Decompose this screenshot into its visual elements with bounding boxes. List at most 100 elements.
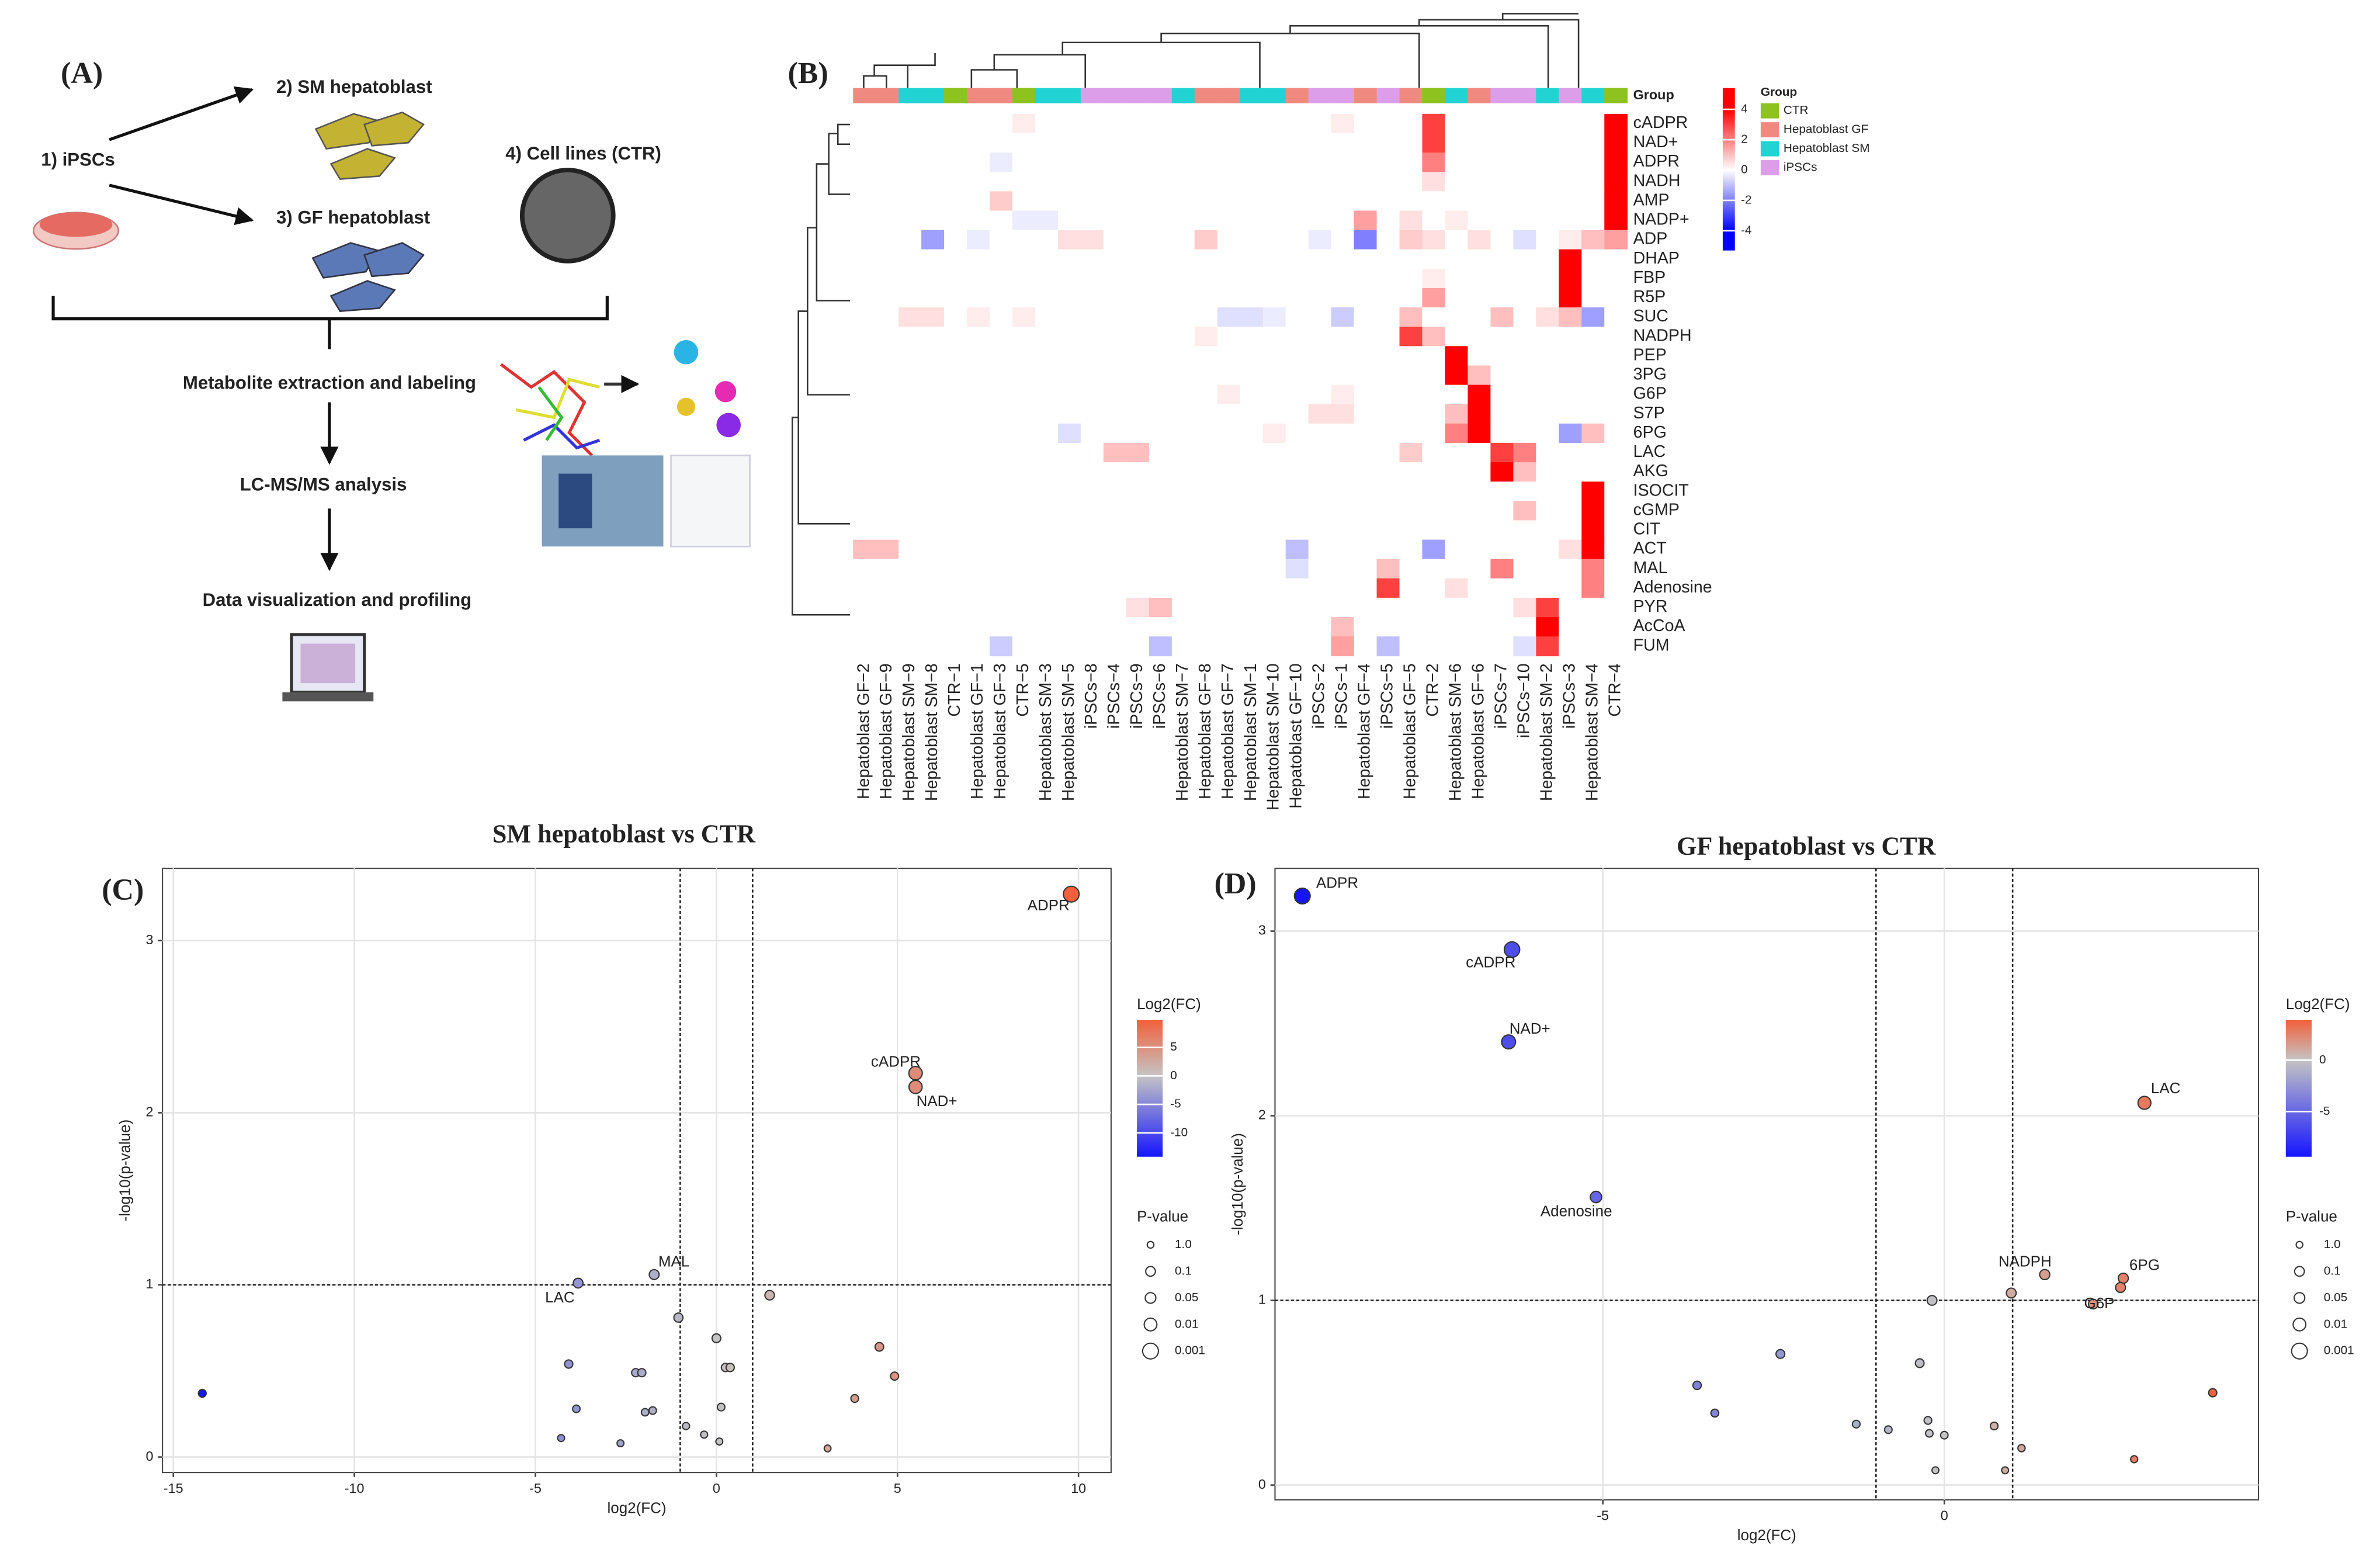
heatmap-cell — [990, 384, 1013, 405]
y-tick-label: 2 — [1258, 1107, 1266, 1122]
heatmap-cell — [1035, 249, 1059, 269]
heatmap-cell — [898, 501, 922, 521]
heatmap-cell — [1445, 191, 1469, 212]
heatmap-cell — [1399, 442, 1423, 463]
heatmap-cell — [990, 191, 1013, 212]
heatmap-cell — [921, 636, 945, 657]
heatmap-cell — [1422, 307, 1446, 328]
heatmap-cell — [1103, 230, 1127, 250]
heatmap-cell — [1240, 578, 1264, 598]
column-label: iPSCs−1 — [1333, 663, 1351, 729]
heatmap-cell — [853, 346, 876, 366]
row-label: PEP — [1633, 345, 1667, 364]
heatmap-cell — [1581, 249, 1605, 269]
heatmap-cell — [1376, 597, 1400, 618]
heatmap-cell — [1262, 539, 1286, 560]
heatmap-cell — [1422, 365, 1446, 386]
point — [764, 1290, 775, 1301]
colorbar-tick-label: -10 — [1170, 1125, 1188, 1139]
heatmap-cell — [1012, 287, 1036, 308]
heatmap-cell — [1467, 133, 1491, 153]
x-tick-label: -10 — [345, 1481, 365, 1496]
heatmap-cell — [921, 404, 945, 424]
group-cell — [1057, 88, 1081, 103]
heatmap-cell — [1103, 404, 1127, 424]
heatmap-cell — [1331, 230, 1355, 250]
heatmap-cell — [1171, 384, 1195, 405]
heatmap-cell — [967, 501, 990, 521]
heatmap-cell — [898, 346, 922, 366]
size-legend-mark — [2294, 1292, 2306, 1304]
heatmap-cell — [1103, 501, 1127, 521]
heatmap-cell — [1536, 462, 1560, 483]
heatmap-cell — [853, 172, 876, 192]
heatmap-cell — [1308, 287, 1332, 308]
heatmap-cell — [921, 501, 945, 521]
group-cell — [1240, 88, 1264, 103]
heatmap-cell — [1217, 520, 1241, 540]
point-label: cADPR — [1466, 953, 1515, 971]
heatmap-cell — [1080, 191, 1104, 212]
column-label: Hepatoblast SM−2 — [1537, 663, 1556, 801]
heatmap-cell — [1012, 442, 1036, 463]
y-tick-label: 1 — [1258, 1292, 1266, 1307]
bracket — [51, 296, 609, 349]
heatmap-cell — [1217, 172, 1241, 192]
heatmap-cell — [1399, 365, 1423, 386]
point — [197, 1388, 207, 1398]
heatmap-cell — [1559, 462, 1583, 483]
heatmap-cell — [1308, 113, 1332, 134]
heatmap-cell — [1308, 327, 1332, 347]
heatmap-cell — [967, 153, 990, 173]
heatmap-cell — [1149, 191, 1172, 212]
heatmap-cell — [1285, 113, 1309, 134]
heatmap-cell — [1445, 249, 1469, 269]
heatmap-cell — [1490, 442, 1514, 463]
row-label: SUC — [1633, 307, 1668, 325]
heatmap-cell — [1126, 559, 1150, 579]
heatmap-cell — [1035, 559, 1059, 579]
row-label: G6P — [1633, 384, 1667, 403]
heatmap-cell — [1354, 636, 1378, 657]
heatmap-cell — [1559, 617, 1583, 637]
heatmap-cell — [1035, 404, 1059, 424]
heatmap-cell — [967, 578, 990, 598]
heatmap-cell — [1285, 636, 1309, 657]
heatmap-cell — [1490, 636, 1514, 657]
heatmap-cell — [1445, 307, 1469, 328]
heatmap-cell — [1559, 559, 1583, 579]
heatmap-cell — [1490, 520, 1514, 540]
row-label: R5P — [1633, 287, 1666, 306]
heatmap-cell — [1422, 520, 1446, 540]
heatmap-cell — [1035, 481, 1059, 502]
heatmap-cell — [1354, 481, 1378, 502]
heatmap-cell — [1217, 636, 1241, 657]
group-cell — [1536, 88, 1560, 103]
heatmap-cell — [1194, 520, 1218, 540]
heatmap-cell — [1331, 210, 1355, 231]
row-label: MAL — [1633, 559, 1668, 577]
heatmap-cell — [990, 230, 1013, 250]
heatmap-cell — [1559, 307, 1583, 328]
heatmap-cell — [921, 210, 945, 231]
heatmap-cell — [1217, 559, 1241, 579]
heatmap-cell — [1308, 442, 1332, 463]
heatmap-cell — [990, 578, 1013, 598]
heatmap-cell — [1217, 230, 1241, 250]
point — [572, 1404, 581, 1413]
heatmap-cell — [1103, 327, 1127, 347]
heatmap-cell — [1194, 210, 1218, 231]
point — [1501, 1034, 1517, 1050]
heatmap-cell — [944, 307, 967, 328]
heatmap-cell — [1057, 404, 1081, 424]
heatmap-cell — [1604, 423, 1628, 443]
heatmap-cell — [921, 230, 945, 250]
heatmap-cell — [1126, 307, 1150, 328]
heatmap-cell — [921, 442, 945, 463]
heatmap-cell — [1376, 384, 1400, 405]
heatmap-cell — [944, 191, 967, 212]
group-cell — [1422, 88, 1446, 103]
heatmap-cell — [1080, 384, 1104, 405]
point — [673, 1312, 684, 1323]
heatmap-cell — [1354, 346, 1378, 366]
